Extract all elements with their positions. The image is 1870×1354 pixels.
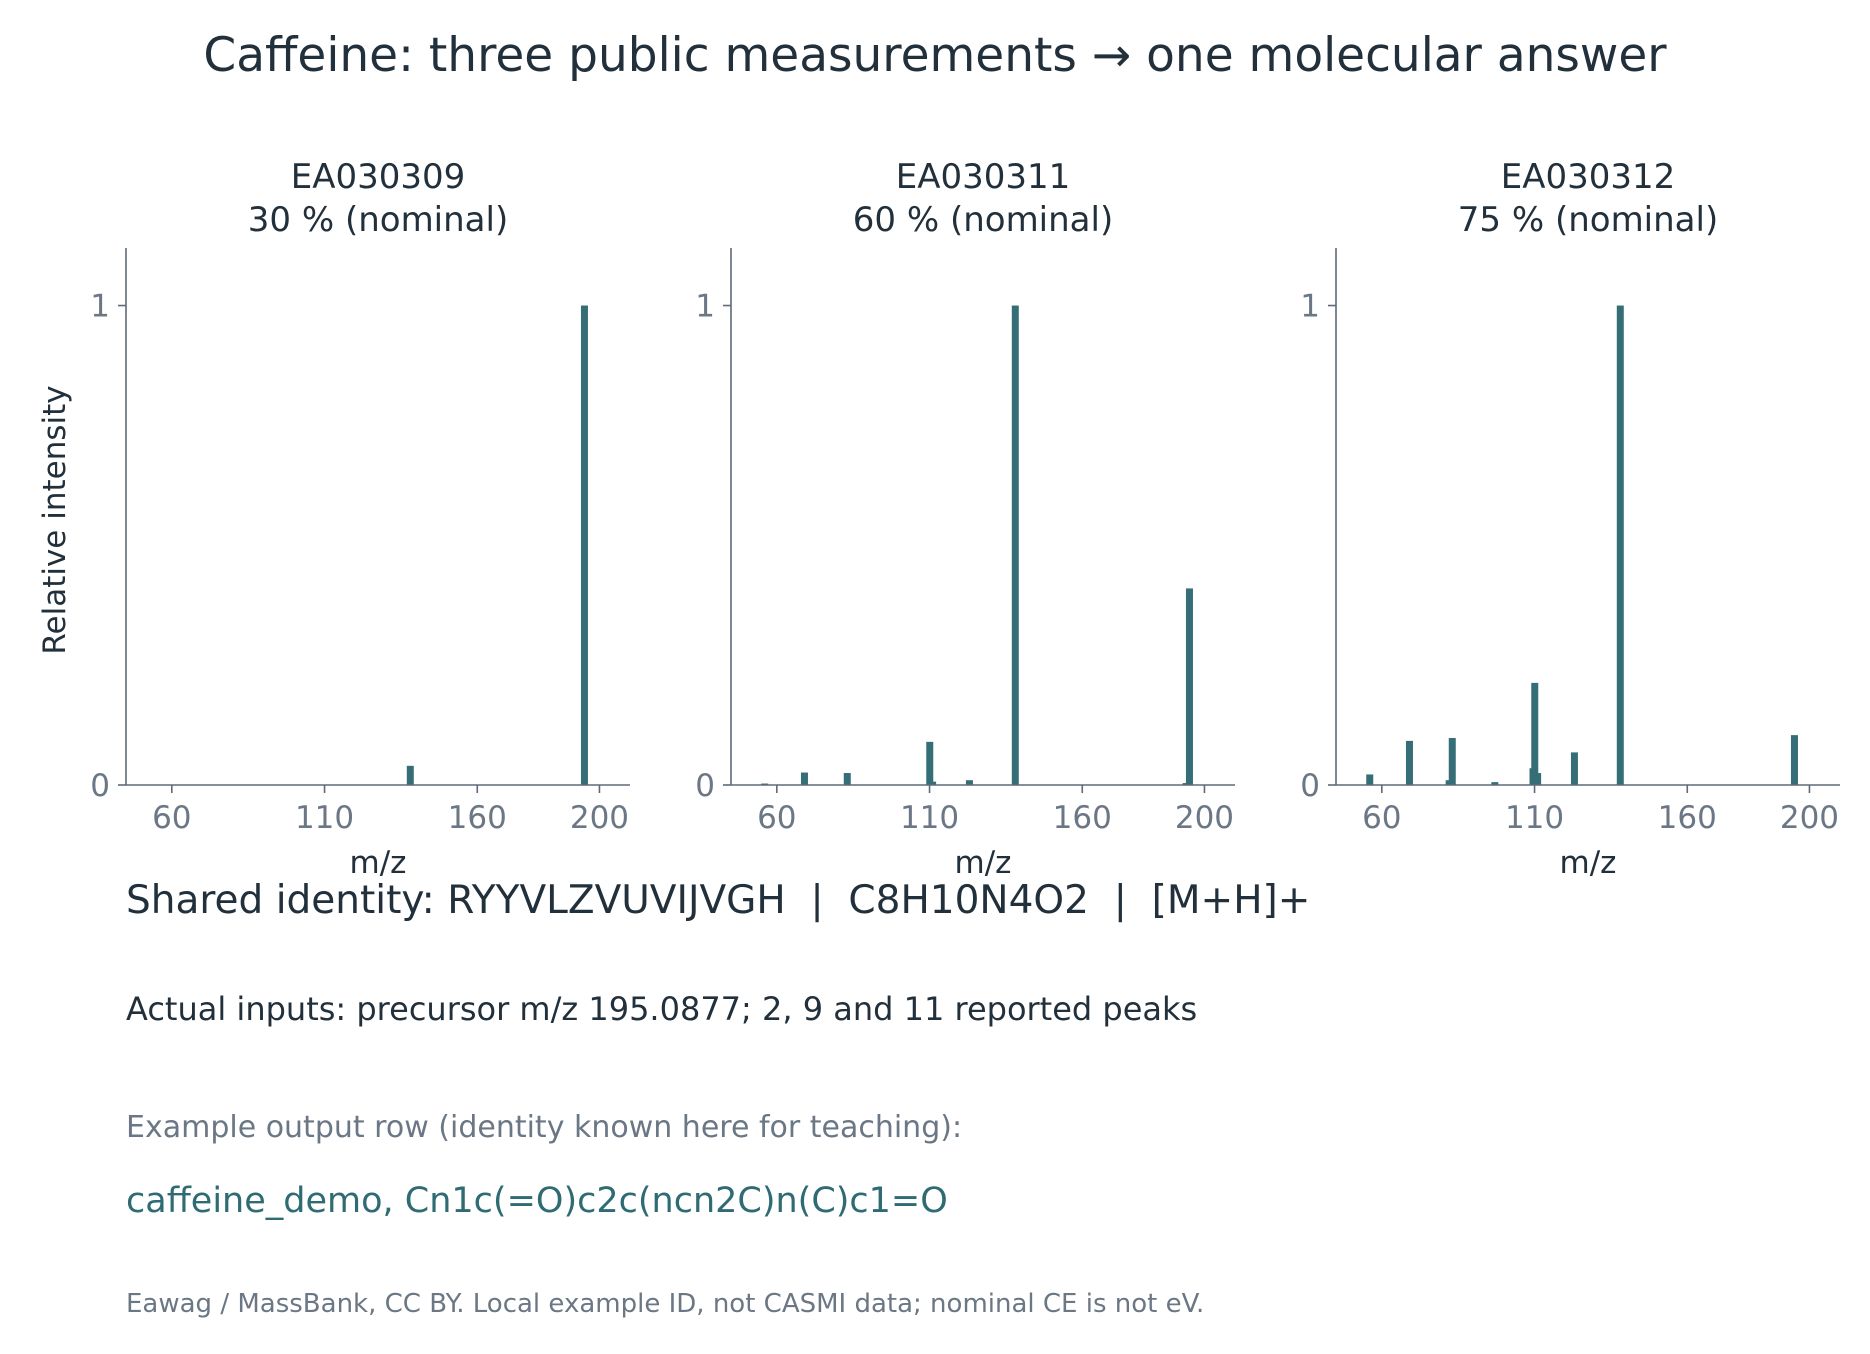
source-footnote: Eawag / MassBank, CC BY. Local example I…: [126, 1289, 1205, 1319]
y-axis-label: Relative intensity: [37, 385, 73, 654]
x-tick-label: 200: [570, 800, 629, 836]
peak-bar: [1531, 682, 1539, 785]
peak-bar: [1185, 588, 1193, 785]
x-axis-label: m/z: [955, 845, 1012, 880]
peak-bar: [1366, 774, 1374, 785]
peak-bar: [843, 773, 851, 785]
y-tick-label: 0: [695, 768, 715, 804]
panel-title-line: 60 % (nominal): [853, 200, 1113, 240]
x-tick-label: 110: [295, 800, 354, 836]
peak-bar: [926, 741, 934, 785]
panel-title-line: EA030312: [1501, 157, 1676, 197]
peak-bar: [800, 772, 808, 785]
panel-title-line: 75 % (nominal): [1458, 200, 1718, 240]
example-output-label: Example output row (identity known here …: [126, 1110, 963, 1145]
y-tick-label: 1: [90, 289, 110, 325]
peak-bar: [965, 780, 973, 785]
x-tick-label: 160: [448, 800, 507, 836]
panel-title-line: 30 % (nominal): [248, 200, 508, 240]
x-tick-label: 60: [1362, 800, 1401, 836]
y-tick-label: 0: [90, 768, 110, 804]
example-output-row: caffeine_demo, Cn1c(=O)c2c(ncn2C)n(C)c1=…: [126, 1181, 948, 1221]
x-tick-label: 160: [1658, 800, 1717, 836]
x-tick-label: 60: [757, 800, 796, 836]
actual-inputs-caption: Actual inputs: precursor m/z 195.0877; 2…: [126, 990, 1198, 1028]
x-tick-label: 110: [1505, 800, 1564, 836]
shared-identity-caption: Shared identity: RYYVLZVUVIJVGH | C8H10N…: [126, 878, 1311, 923]
peak-bar: [1534, 773, 1542, 785]
x-tick-label: 200: [1175, 800, 1234, 836]
peak-bar: [580, 305, 588, 785]
panel-title: EA030309 30 % (nominal): [248, 157, 508, 240]
peak-bar: [1491, 782, 1499, 785]
x-tick-label: 160: [1053, 800, 1112, 836]
peak-bar: [1011, 305, 1019, 785]
peak-bar: [1790, 735, 1798, 785]
peak-bar: [1570, 752, 1578, 785]
peak-bar: [406, 765, 414, 785]
panel-title-line: EA030309: [291, 157, 466, 197]
x-axis-label: m/z: [1560, 845, 1617, 880]
panel-title: EA030311 60 % (nominal): [853, 157, 1113, 240]
y-tick-label: 1: [1300, 289, 1320, 325]
peak-bar: [1448, 738, 1456, 785]
panel-title-line: EA030311: [896, 157, 1071, 197]
figure-title: Caffeine: three public measurements → on…: [203, 28, 1667, 83]
peak-bar: [1405, 740, 1413, 785]
x-tick-label: 200: [1780, 800, 1839, 836]
panel-title: EA030312 75 % (nominal): [1458, 157, 1718, 240]
peak-bar: [929, 781, 937, 785]
x-tick-label: 110: [900, 800, 959, 836]
x-tick-label: 60: [152, 800, 191, 836]
peak-bar: [1616, 305, 1624, 785]
y-tick-label: 1: [695, 289, 715, 325]
x-axis-label: m/z: [350, 845, 407, 880]
y-tick-label: 0: [1300, 768, 1320, 804]
